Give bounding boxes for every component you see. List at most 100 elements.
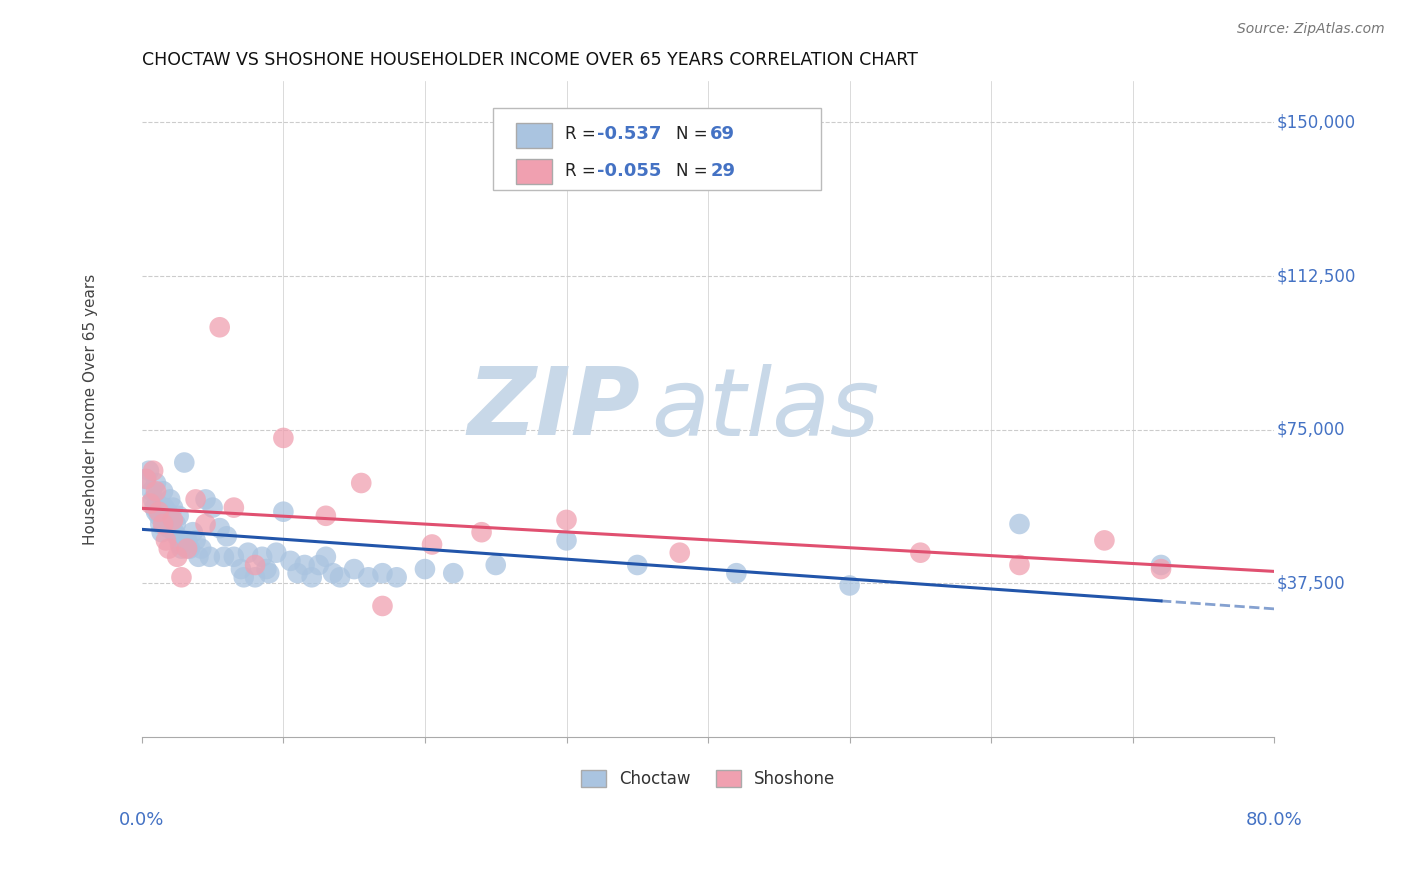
Point <box>471 525 494 540</box>
Point <box>184 533 207 548</box>
Text: $37,500: $37,500 <box>1277 574 1346 592</box>
Point <box>441 566 464 581</box>
Point <box>179 541 201 556</box>
Point <box>294 558 316 572</box>
Point <box>236 546 259 560</box>
Point <box>1094 533 1116 548</box>
Point <box>157 521 180 535</box>
Point <box>273 505 295 519</box>
Point <box>155 513 177 527</box>
Point <box>148 508 170 523</box>
Point <box>166 529 188 543</box>
Text: 80.0%: 80.0% <box>1246 811 1303 829</box>
Point <box>322 566 344 581</box>
Point <box>152 484 174 499</box>
Point <box>162 513 184 527</box>
Point <box>315 549 337 564</box>
Point <box>215 529 238 543</box>
Point <box>420 537 443 551</box>
Point <box>222 500 245 515</box>
Point <box>257 566 280 581</box>
Point <box>343 562 366 576</box>
Point <box>152 516 174 531</box>
Point <box>159 492 181 507</box>
Legend: Choctaw, Shoshone: Choctaw, Shoshone <box>574 763 842 795</box>
Text: atlas: atlas <box>651 364 880 455</box>
Point <box>153 500 176 515</box>
Point <box>385 570 408 584</box>
Point <box>150 525 173 540</box>
Point <box>208 320 231 334</box>
Point <box>413 562 436 576</box>
Point <box>1150 562 1173 576</box>
Text: -0.055: -0.055 <box>598 161 661 179</box>
Text: N =: N = <box>676 126 713 144</box>
Point <box>145 484 167 499</box>
Text: ZIP: ZIP <box>467 363 640 455</box>
Point <box>287 566 309 581</box>
Point <box>1008 558 1031 572</box>
Point <box>725 566 748 581</box>
Point <box>273 431 295 445</box>
Point <box>243 570 266 584</box>
Point <box>232 570 254 584</box>
Point <box>145 475 167 490</box>
Point <box>668 546 690 560</box>
Point <box>142 464 165 478</box>
FancyBboxPatch shape <box>516 123 551 148</box>
Point <box>357 570 380 584</box>
Point <box>329 570 352 584</box>
Point <box>187 549 209 564</box>
Point <box>135 472 157 486</box>
Point <box>155 533 177 548</box>
Text: R =: R = <box>565 126 602 144</box>
Point <box>146 496 169 510</box>
Point <box>194 516 217 531</box>
Point <box>1150 558 1173 572</box>
Point <box>170 570 193 584</box>
Text: -0.537: -0.537 <box>598 126 661 144</box>
Point <box>169 537 191 551</box>
Point <box>170 541 193 556</box>
FancyBboxPatch shape <box>494 108 821 190</box>
Point <box>301 570 323 584</box>
Point <box>135 472 157 486</box>
Point <box>143 500 166 515</box>
Point <box>142 492 165 507</box>
Point <box>371 566 394 581</box>
Point <box>167 508 190 523</box>
Point <box>149 516 172 531</box>
Point <box>208 521 231 535</box>
Text: N =: N = <box>676 161 713 179</box>
Text: 29: 29 <box>710 161 735 179</box>
Point <box>163 525 186 540</box>
Point <box>141 484 163 499</box>
FancyBboxPatch shape <box>516 160 551 185</box>
Point <box>148 505 170 519</box>
Point <box>266 546 288 560</box>
Point <box>173 456 195 470</box>
Point <box>243 558 266 572</box>
Point <box>160 513 183 527</box>
Point <box>139 496 162 510</box>
Point <box>250 549 273 564</box>
Point <box>555 533 578 548</box>
Point <box>145 505 167 519</box>
Point <box>190 541 212 556</box>
Point <box>254 562 277 576</box>
Point <box>280 554 302 568</box>
Point <box>910 546 932 560</box>
Point <box>371 599 394 613</box>
Point <box>212 549 235 564</box>
Point <box>184 492 207 507</box>
Point <box>555 513 578 527</box>
Point <box>156 505 179 519</box>
Point <box>194 492 217 507</box>
Text: $150,000: $150,000 <box>1277 113 1355 131</box>
Text: 69: 69 <box>710 126 735 144</box>
Text: R =: R = <box>565 161 602 179</box>
Point <box>350 475 373 490</box>
Point <box>166 549 188 564</box>
Point <box>181 525 204 540</box>
Point <box>176 533 198 548</box>
